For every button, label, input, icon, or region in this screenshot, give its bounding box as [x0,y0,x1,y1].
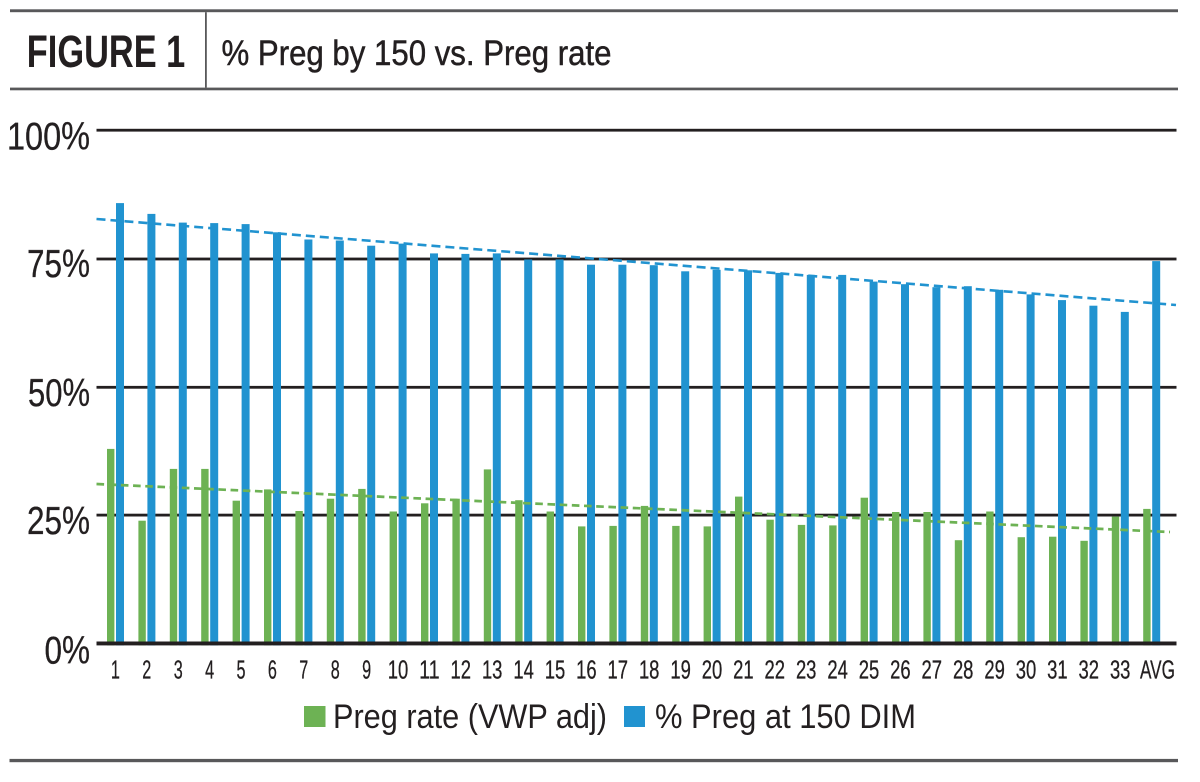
svg-text:20: 20 [702,656,723,684]
svg-text:3: 3 [174,656,183,684]
svg-text:22: 22 [765,656,786,684]
svg-text:21: 21 [733,656,754,684]
svg-text:28: 28 [953,656,974,684]
svg-text:11: 11 [419,656,440,684]
svg-text:Preg rate (VWP adj): Preg rate (VWP adj) [333,698,607,736]
svg-text:17: 17 [608,656,629,684]
svg-text:AVG: AVG [1140,656,1175,684]
svg-text:32: 32 [1079,656,1100,684]
svg-text:0%: 0% [45,629,91,672]
svg-text:FIGURE 1: FIGURE 1 [27,26,186,77]
svg-text:24: 24 [827,656,848,684]
svg-text:% Preg at 150 DIM: % Preg at 150 DIM [655,698,916,736]
svg-text:15: 15 [545,656,566,684]
svg-text:9: 9 [362,656,371,684]
svg-text:% Preg by 150 vs. Preg rate: % Preg by 150 vs. Preg rate [222,34,612,73]
svg-text:30: 30 [1016,656,1037,684]
svg-text:100%: 100% [7,115,90,158]
svg-text:4: 4 [205,656,214,684]
svg-text:14: 14 [513,656,534,684]
svg-text:8: 8 [331,656,340,684]
svg-text:10: 10 [388,656,409,684]
svg-text:33: 33 [1110,656,1131,684]
svg-text:27: 27 [922,656,943,684]
svg-text:25%: 25% [27,500,90,543]
svg-text:26: 26 [890,656,911,684]
svg-text:1: 1 [111,656,120,684]
svg-text:16: 16 [576,656,597,684]
svg-text:5: 5 [237,656,246,684]
svg-text:31: 31 [1047,656,1068,684]
svg-text:19: 19 [670,656,691,684]
svg-text:13: 13 [482,656,503,684]
svg-text:75%: 75% [27,243,90,286]
svg-text:25: 25 [859,656,880,684]
svg-text:2: 2 [142,656,151,684]
svg-text:50%: 50% [28,372,90,415]
svg-text:6: 6 [268,656,277,684]
svg-text:23: 23 [796,656,817,684]
svg-text:12: 12 [451,656,472,684]
svg-text:7: 7 [299,656,308,684]
svg-text:18: 18 [639,656,660,684]
svg-text:29: 29 [984,656,1005,684]
